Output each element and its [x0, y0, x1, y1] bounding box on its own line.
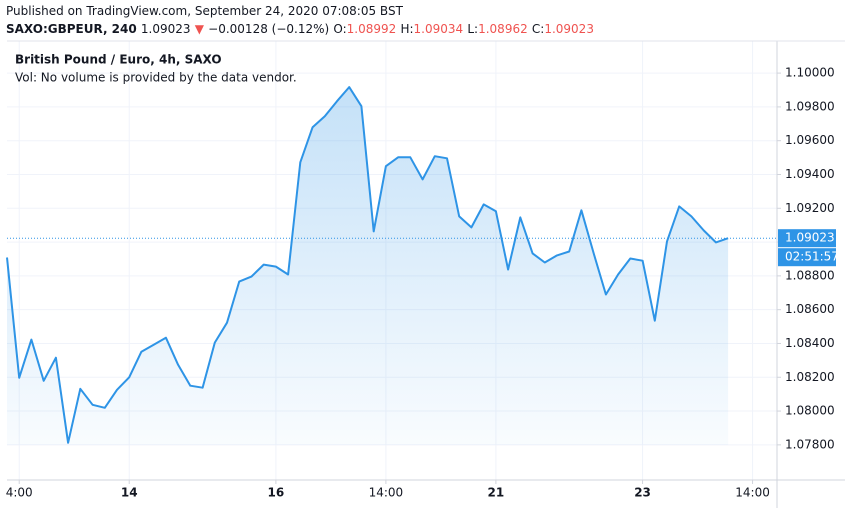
y-tick-label: 1.07800 — [785, 437, 835, 451]
x-tick-label: 4:00 — [6, 486, 33, 500]
countdown: 02:51:57 — [785, 250, 839, 264]
x-tick-label: 14 — [121, 486, 138, 500]
y-tick-label: 1.09200 — [785, 201, 835, 215]
price-label-box — [778, 229, 836, 248]
x-tick-label: 14:00 — [369, 486, 404, 500]
last: 1.09023 — [140, 22, 191, 36]
y-tick-label: 1.09800 — [785, 99, 835, 113]
y-tick-label: 1.10000 — [785, 66, 835, 80]
symbol: SAXO:GBPEUR, 240 — [6, 22, 137, 36]
chart-title: British Pound / Euro, 4h, SAXO — [15, 53, 222, 67]
ohlc-value: 1.09034 — [413, 22, 464, 36]
y-tick-label: 1.08600 — [785, 302, 835, 316]
ohlc-key: L: — [467, 22, 479, 36]
y-tick-label: 1.09400 — [785, 167, 835, 181]
symbol-line: SAXO:GBPEUR, 240 1.09023 ▼ −0.00128 (−0.… — [6, 22, 594, 36]
chart-subtitle: Vol: No volume is provided by the data v… — [15, 71, 297, 85]
ohlc-key: C: — [531, 22, 545, 36]
price-line — [6, 86, 729, 444]
price-label: 1.09023 — [785, 231, 835, 245]
y-tick-label: 1.09600 — [785, 133, 835, 147]
y-tick-label: 1.08200 — [785, 370, 835, 384]
ohlc-key: O: — [333, 22, 347, 36]
y-tick-label: 1.08800 — [785, 268, 835, 282]
change: −0.00128 (−0.12%) — [208, 22, 330, 36]
x-tick-label: 16 — [268, 486, 285, 500]
ohlc: O:1.08992 H:1.09034 L:1.08962 C:1.09023 — [333, 22, 594, 36]
ohlc-value: 1.08962 — [478, 22, 528, 36]
y-tick-label: 1.08000 — [785, 404, 835, 418]
area-fill — [7, 87, 729, 445]
x-tick-label: 21 — [488, 486, 505, 500]
countdown-box — [778, 248, 836, 267]
x-tick-label: 14:00 — [735, 486, 770, 500]
ohlc-value: 1.09023 — [544, 22, 594, 36]
y-tick-label: 1.08400 — [785, 336, 835, 350]
ohlc-value: 1.08992 — [346, 22, 397, 36]
published: Published on TradingView.com, September … — [6, 4, 403, 18]
arrow: ▼ — [194, 22, 204, 36]
x-tick-label: 23 — [634, 486, 651, 500]
ohlc-key: H: — [400, 22, 414, 36]
